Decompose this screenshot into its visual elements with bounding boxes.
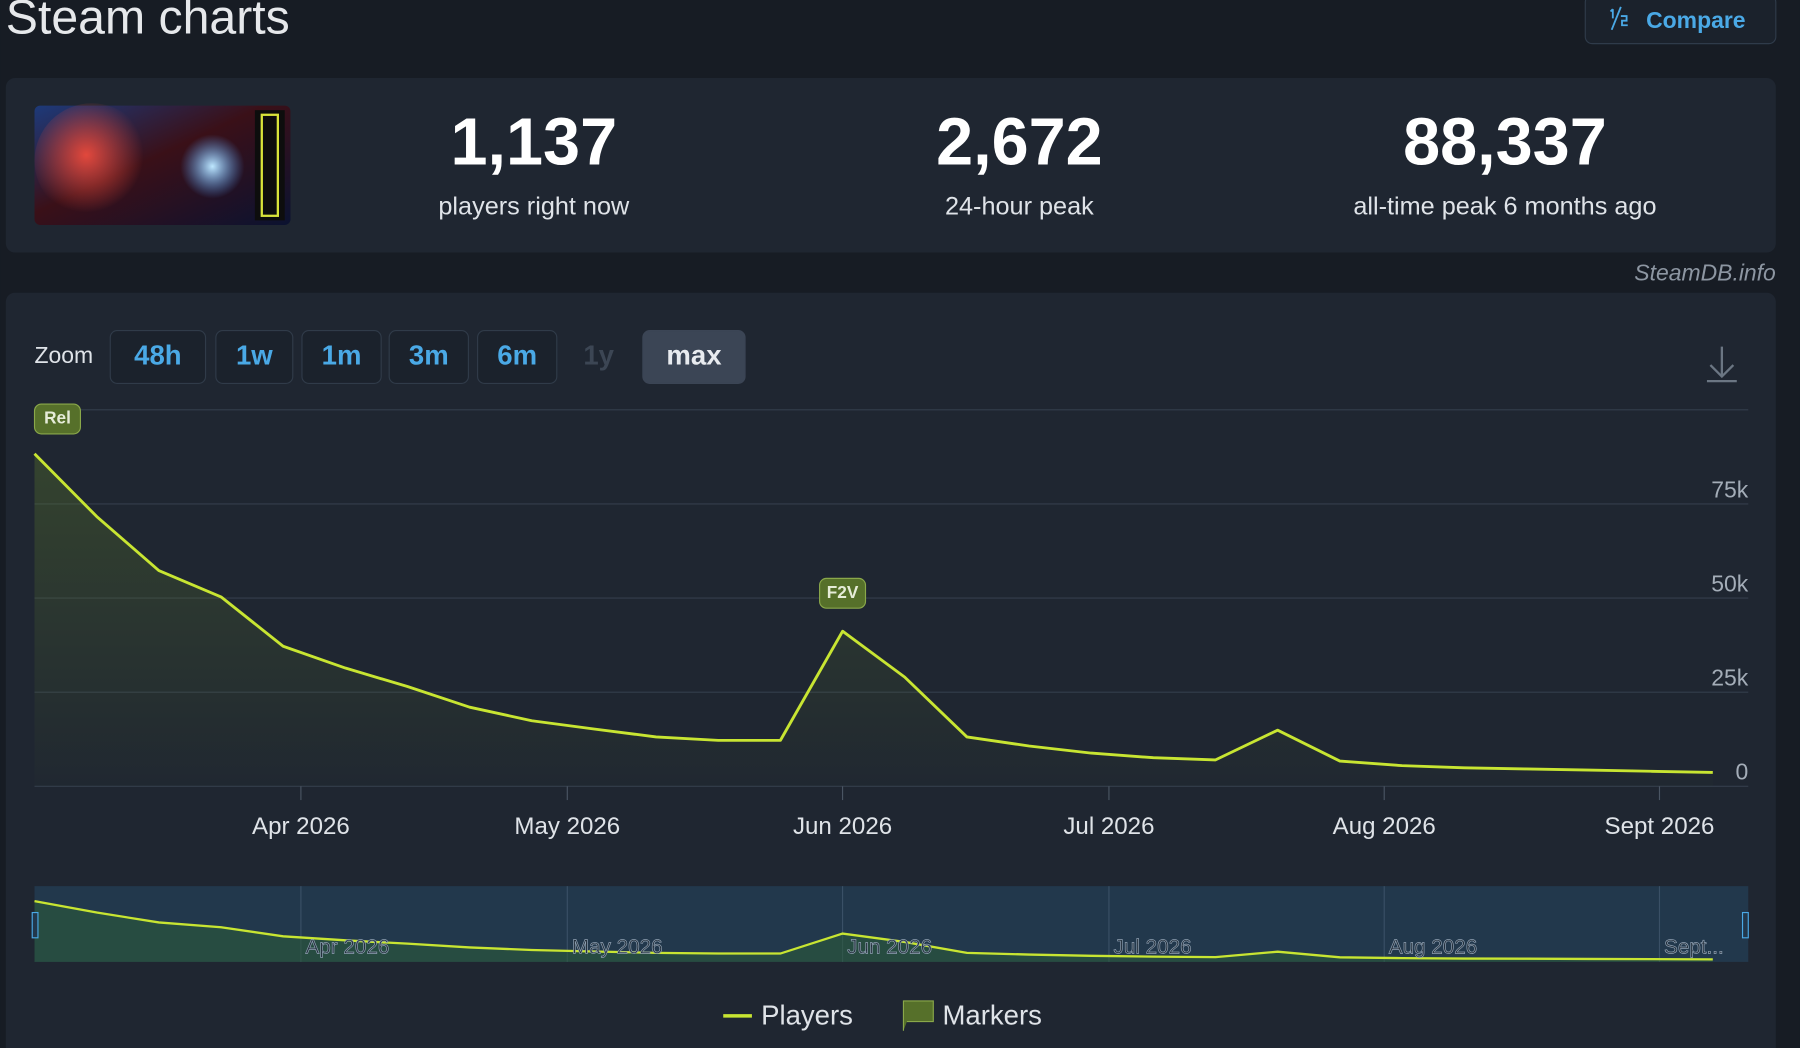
stats-card — [5, 78, 1776, 253]
zoom-button-bg — [388, 330, 469, 384]
y-tick-label: 75k — [1711, 476, 1749, 502]
zoom-button[interactable]: 6m — [477, 330, 558, 384]
marker-flag — [819, 577, 867, 609]
stat-label: all-time peak 6 months ago — [1353, 192, 1656, 220]
game-art — [34, 103, 291, 225]
x-tick-label: Sept 2026 — [1605, 813, 1715, 840]
page-title: Steam charts — [6, 0, 290, 44]
x-tick-label: Apr 2026 — [252, 813, 350, 840]
art-light — [180, 134, 245, 199]
legend-label[interactable]: Players — [761, 999, 853, 1030]
compare-label: Compare — [1646, 7, 1745, 33]
art-logo-band — [254, 110, 285, 221]
navigator-label: Sept... — [1664, 936, 1724, 959]
navigator-line — [34, 899, 1713, 961]
marker-label: Rel — [44, 408, 71, 428]
y-tick-label: 25k — [1711, 665, 1749, 691]
stat-value: 2,672 — [936, 106, 1103, 180]
navigator-handle[interactable] — [1741, 911, 1749, 939]
zoom-button-label: 1w — [236, 339, 273, 370]
navigator-label: Aug 2026 — [1389, 936, 1477, 959]
download-icon[interactable] — [1706, 346, 1737, 383]
zoom-button-bg — [109, 330, 207, 384]
marker-label: F2V — [827, 582, 859, 602]
zoom-button[interactable]: 48h — [109, 330, 207, 384]
zoom-button-label: 6m — [497, 339, 537, 370]
credit: SteamDB.info — [1634, 259, 1776, 285]
stat-value: 88,337 — [1403, 106, 1607, 180]
compare-icon — [1609, 6, 1628, 31]
line — [33, 452, 1713, 774]
x-tick-label: May 2026 — [514, 813, 620, 840]
x-tick-label: Jun 2026 — [793, 813, 892, 840]
navigator-label: Apr 2026 — [305, 936, 389, 959]
zoom-button-bg — [477, 330, 558, 384]
zoom-button-bg — [215, 330, 294, 384]
y-tick-label: 50k — [1711, 570, 1749, 596]
zoom-label: Zoom — [35, 342, 94, 368]
navigator-label: Jun 2026 — [847, 936, 932, 959]
legend-label[interactable]: Markers — [942, 999, 1041, 1030]
legend-flag — [902, 1000, 934, 1031]
navigator-label: May 2026 — [572, 936, 663, 959]
art-logo — [260, 113, 280, 217]
x-tick-label: Aug 2026 — [1333, 813, 1436, 840]
zoom-button-bg — [642, 330, 746, 384]
art-glow — [34, 103, 150, 219]
compare-button-bg — [1584, 0, 1777, 45]
zoom-button-label: 3m — [409, 339, 449, 370]
y-tick-label: 0 — [1736, 759, 1749, 785]
navigator-label: Jul 2026 — [1114, 936, 1192, 959]
stat-label: 24-hour peak — [945, 192, 1094, 220]
zoom-button-bg — [301, 330, 382, 384]
zoom-button-label: 48h — [134, 339, 181, 370]
compare-button[interactable]: Compare — [1584, 0, 1777, 45]
stat-value: 1,137 — [451, 106, 618, 180]
stat-label: players right now — [438, 192, 630, 220]
zoom-button-label: 1y — [583, 339, 614, 370]
marker-flag — [33, 403, 81, 435]
zoom-button[interactable]: 3m — [388, 330, 469, 384]
zoom-button[interactable]: 1m — [301, 330, 382, 384]
zoom-button[interactable]: 1y — [583, 339, 614, 370]
zoom-button[interactable]: 1w — [215, 330, 294, 384]
zoom-button[interactable]: max — [642, 330, 746, 384]
x-tick-label: Jul 2026 — [1063, 813, 1154, 840]
zoom-button-label: max — [666, 339, 722, 370]
navigator-handle[interactable] — [31, 911, 39, 939]
zoom-button-label: 1m — [322, 339, 362, 370]
